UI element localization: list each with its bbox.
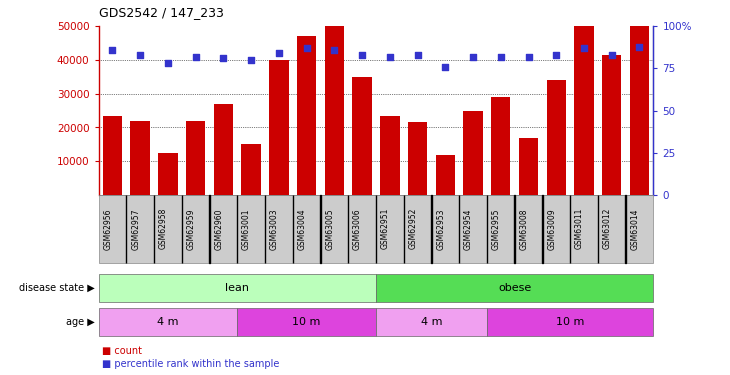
Bar — [491, 97, 510, 195]
Bar — [242, 144, 261, 195]
Text: GDS2542 / 147_233: GDS2542 / 147_233 — [99, 6, 223, 19]
Text: disease state ▶: disease state ▶ — [19, 283, 95, 293]
Text: GSM63001: GSM63001 — [242, 208, 251, 249]
Point — [550, 52, 562, 58]
Bar — [131, 121, 150, 195]
Point — [523, 54, 534, 60]
Point — [134, 52, 146, 58]
Point — [439, 64, 451, 70]
Text: GSM63012: GSM63012 — [603, 208, 612, 249]
Point — [245, 57, 257, 63]
Text: GSM62951: GSM62951 — [381, 208, 390, 249]
Bar — [547, 80, 566, 195]
Bar — [269, 60, 288, 195]
Text: GSM62960: GSM62960 — [215, 208, 223, 249]
Text: GSM62958: GSM62958 — [159, 208, 168, 249]
Bar — [158, 153, 177, 195]
Point — [218, 56, 229, 62]
Bar — [103, 116, 122, 195]
Bar — [575, 26, 593, 195]
Text: GSM63009: GSM63009 — [548, 208, 556, 250]
Text: age ▶: age ▶ — [66, 316, 95, 327]
Bar — [436, 154, 455, 195]
Bar — [602, 55, 621, 195]
Point — [467, 54, 479, 60]
Text: GSM63006: GSM63006 — [353, 208, 362, 250]
Bar — [186, 121, 205, 195]
Bar — [353, 77, 372, 195]
Text: obese: obese — [498, 283, 531, 293]
Text: GSM63005: GSM63005 — [326, 208, 334, 250]
Bar — [325, 26, 344, 195]
Text: 10 m: 10 m — [556, 316, 584, 327]
Text: GSM62953: GSM62953 — [437, 208, 445, 249]
Bar — [380, 116, 399, 195]
Text: GSM62954: GSM62954 — [464, 208, 473, 249]
Text: GSM62952: GSM62952 — [409, 208, 418, 249]
Bar — [214, 104, 233, 195]
Text: GSM62957: GSM62957 — [131, 208, 140, 249]
Bar — [297, 36, 316, 195]
Point — [328, 47, 340, 53]
Text: GSM62959: GSM62959 — [187, 208, 196, 249]
Point — [301, 45, 312, 51]
Bar — [519, 138, 538, 195]
Point — [273, 50, 285, 56]
Text: 4 m: 4 m — [420, 316, 442, 327]
Bar — [630, 26, 649, 195]
Text: GSM63014: GSM63014 — [631, 208, 639, 249]
Point — [634, 44, 645, 50]
Text: GSM63008: GSM63008 — [520, 208, 529, 249]
Text: 4 m: 4 m — [157, 316, 179, 327]
Point — [495, 54, 507, 60]
Text: ■ percentile rank within the sample: ■ percentile rank within the sample — [102, 359, 280, 369]
Point — [606, 52, 618, 58]
Point — [578, 45, 590, 51]
Text: ■ count: ■ count — [102, 346, 142, 355]
Bar — [408, 122, 427, 195]
Bar — [464, 111, 483, 195]
Text: 10 m: 10 m — [293, 316, 320, 327]
Text: lean: lean — [226, 283, 249, 293]
Text: GSM63011: GSM63011 — [575, 208, 584, 249]
Point — [190, 54, 201, 60]
Text: GSM62956: GSM62956 — [104, 208, 112, 249]
Text: GSM63003: GSM63003 — [270, 208, 279, 250]
Text: GSM62955: GSM62955 — [492, 208, 501, 249]
Point — [162, 60, 174, 66]
Point — [412, 52, 423, 58]
Point — [384, 54, 396, 60]
Point — [356, 52, 368, 58]
Text: GSM63004: GSM63004 — [298, 208, 307, 250]
Point — [107, 47, 118, 53]
